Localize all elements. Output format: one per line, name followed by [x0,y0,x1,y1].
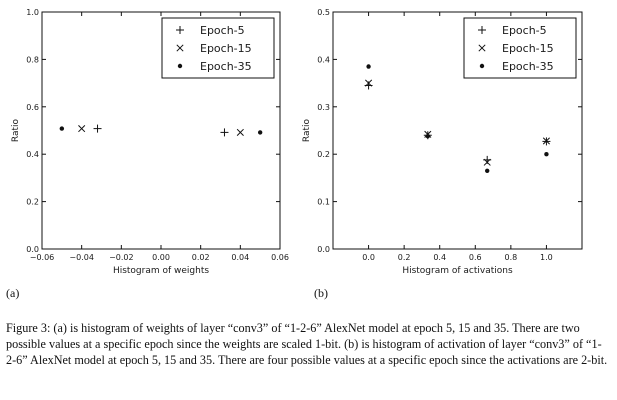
chart-b-legend-label: Epoch-35 [502,60,554,73]
chart-a-yaxis-label: Ratio [11,118,21,142]
chart-a-legend-label: Epoch-35 [200,60,252,73]
chart-a-point-dot [59,126,65,131]
chart-b-xtick-label: 0.8 [504,253,517,262]
chart-b-point-dot [425,133,430,139]
chart-weights-histogram: −0.06 −0.04 −0.02 0.00 0.02 0.04 0.06 0.0 0.2 0.4… [11,8,289,276]
chart-b-axes-frame [332,11,583,250]
chart-a-xtick-label: 0.00 [152,253,170,262]
chart-a-point-x [78,125,86,133]
chart-b-legend-label: Epoch-15 [502,42,554,55]
chart-b-legend-marker-dot [479,63,485,69]
chart-b-point-x [483,158,491,166]
chart-b-legend-label: Epoch-5 [502,24,547,37]
chart-a-xtick-label: 0.04 [231,253,249,262]
chart-a-xtick-label: 0.06 [271,253,289,262]
chart-a-point-x [236,128,244,136]
chart-a-ytick-label: 0.4 [26,150,39,159]
chart-activations-histogram: 0.0 0.2 0.4 0.6 0.8 1.0 0.0 0.1 0.2 0.3 0.4 0.5 Hist… [302,8,583,276]
chart-b-yaxis-label: Ratio [302,118,312,142]
chart-a-xtick-label: −0.06 [30,253,55,262]
chart-b-ytick-label: 0.4 [317,55,330,64]
chart-a-ytick-label: 0.2 [26,198,39,207]
chart-a-legend-marker-plus [176,26,184,34]
chart-b-point-x [542,137,550,145]
chart-b-xtick-label: 0.2 [398,253,411,262]
chart-b-point-x [365,79,373,87]
chart-a-xtick-label: −0.02 [109,253,134,262]
chart-b-ytick-label: 0.1 [317,198,330,207]
chart-b-xtick-label: 0.4 [433,253,446,262]
chart-b-legend-marker-plus [478,26,486,34]
chart-b-xaxis-label: Histogram of activations [402,266,513,276]
chart-a-ytick-label: 0.8 [26,55,39,64]
chart-b-ytick-label: 0.3 [317,103,330,112]
chart-a-xaxis-label: Histogram of weights [113,266,209,276]
chart-a-xtick-label: 0.02 [192,253,210,262]
chart-a-legend-label: Epoch-5 [200,24,245,37]
chart-a-ytick-label: 0.6 [26,103,39,112]
chart-b-legend-marker-x [478,44,486,52]
chart-a-legend-marker-dot [177,63,183,69]
chart-a-ytick-label: 0.0 [26,245,39,254]
chart-b-legend: Epoch-5 Epoch-15 Epoch-35 [463,17,577,79]
chart-a-legend-label: Epoch-15 [200,42,252,55]
chart-b-point-dot [485,168,490,173]
chart-a-legend-marker-x [176,44,184,52]
chart-b-point-dot [366,64,371,69]
chart-b-ytick-label: 0.2 [317,150,330,159]
chart-a-legend: Epoch-5 Epoch-15 Epoch-35 [161,17,275,79]
chart-b-ytick-label: 0.0 [317,245,330,254]
chart-a-xtick-label: −0.04 [69,253,94,262]
figure-canvas: −0.06 −0.04 −0.02 0.00 0.02 0.04 0.06 0.0 0.2 0.4… [11,8,583,276]
chart-b-xtick-label: 0.6 [469,253,482,262]
chart-a-ytick-label: 1.0 [26,8,39,17]
chart-b-xtick-label: 0.0 [362,253,375,262]
chart-a-point-plus [220,128,229,137]
chart-b-ytick-label: 0.5 [317,8,330,17]
chart-a-point-plus [93,124,102,133]
chart-b-xtick-label: 1.0 [540,253,553,262]
figure-caption: Figure 3: (a) is histogram of weights of… [6,321,608,367]
chart-a-point-dot [257,130,263,135]
panel-label-b: (b) [314,286,328,300]
chart-b-point-dot [544,152,549,157]
panel-label-a: (a) [6,286,20,300]
